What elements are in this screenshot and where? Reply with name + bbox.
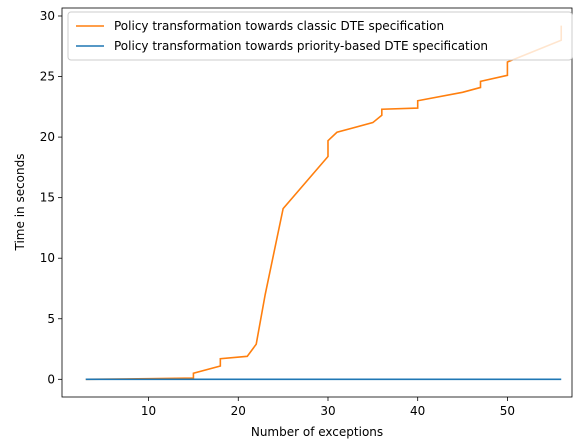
y-tick-label: 30 [40,9,55,23]
legend-label: Policy transformation towards priority-b… [114,39,488,53]
x-tick-label: 40 [410,404,425,418]
legend-box [67,11,573,61]
plot-frame [61,7,573,398]
series-line [85,25,563,381]
x-tick-label: 50 [500,404,515,418]
x-tick-label: 20 [231,404,246,418]
legend-label: Policy transformation towards classic DT… [114,19,444,33]
y-axis-label: Time in seconds [13,154,27,252]
x-tick-label: 10 [141,404,156,418]
y-tick-label: 15 [40,191,55,205]
y-tick-label: 10 [40,251,55,265]
x-tick-label: 30 [320,404,335,418]
y-tick-label: 0 [47,372,55,386]
y-tick-label: 25 [40,70,55,84]
x-axis-label: Number of exceptions [251,425,383,439]
y-tick-label: 20 [40,130,55,144]
y-tick-label: 5 [47,312,55,326]
